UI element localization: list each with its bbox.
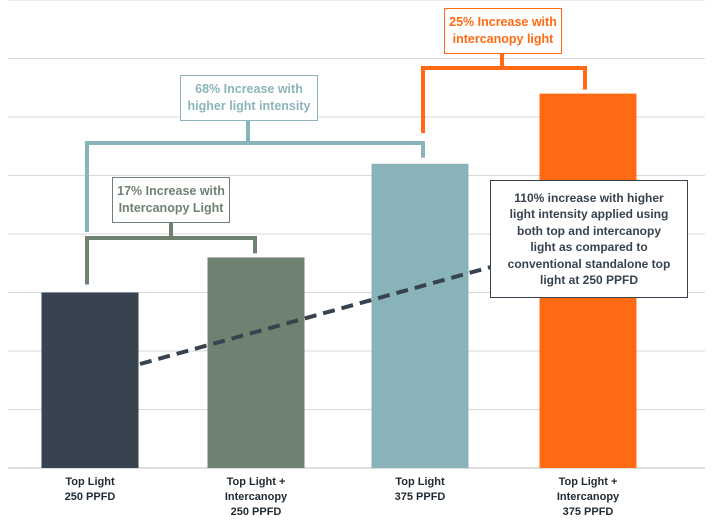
bar — [207, 257, 305, 468]
x-tick-label-line: 375 PPFD — [562, 506, 614, 518]
x-tick-label-line: 250 PPFD — [64, 491, 116, 503]
x-tick-label-line: Intercanopy — [224, 491, 288, 503]
callout-line: intercanopy light — [452, 32, 554, 46]
callout-line: 25% Increase with — [449, 15, 557, 29]
x-tick-label-line: Top Light + — [558, 476, 618, 488]
x-tick-label-line: Intercanopy — [556, 491, 620, 503]
x-tick-label: Top Light 375 PPFD — [360, 475, 480, 505]
brackets — [85, 54, 587, 285]
x-tick-label-line: Top Light — [395, 476, 445, 488]
callout-line: 68% Increase with — [195, 82, 303, 96]
callout-line: light as compared to — [530, 240, 648, 255]
x-tick-label-line: 375 PPFD — [394, 491, 446, 503]
callout-line: Intercanopy Light — [118, 201, 224, 215]
x-tick-label-line: 250 PPFD — [230, 506, 282, 518]
callout-intercanopy-375: 25% Increase with intercanopy light — [444, 8, 562, 54]
callout-line: both top and intercanopy — [517, 223, 661, 238]
comparison-bracket — [85, 121, 425, 232]
x-tick-label-line: Top Light + — [226, 476, 286, 488]
x-tick-label: Top Light + Intercanopy 250 PPFD — [196, 475, 316, 520]
callout-line: conventional standalone top — [507, 256, 671, 271]
comparison-bracket — [85, 223, 257, 285]
x-tick-label: Top Light + Intercanopy 375 PPFD — [528, 475, 648, 520]
callout-summary: 110% increase with higher light intensit… — [490, 180, 688, 298]
comparison-bracket — [421, 54, 587, 133]
callout-line: higher light intensity — [187, 99, 311, 113]
callout-intercanopy-250: 17% Increase with Intercanopy Light — [112, 177, 230, 223]
callout-line: 17% Increase with — [117, 184, 225, 198]
callout-line: light intensity applied using — [509, 207, 669, 222]
x-tick-label-line: Top Light — [65, 476, 115, 488]
callout-line: 110% increase with higher — [514, 191, 664, 205]
callout-line: light at 250 PPFD — [539, 273, 639, 288]
bar — [371, 163, 469, 469]
trend-line — [139, 250, 546, 366]
x-tick-label: Top Light 250 PPFD — [30, 475, 150, 505]
bar — [41, 292, 139, 468]
callout-intensity-increase: 68% Increase with higher light intensity — [180, 75, 318, 121]
